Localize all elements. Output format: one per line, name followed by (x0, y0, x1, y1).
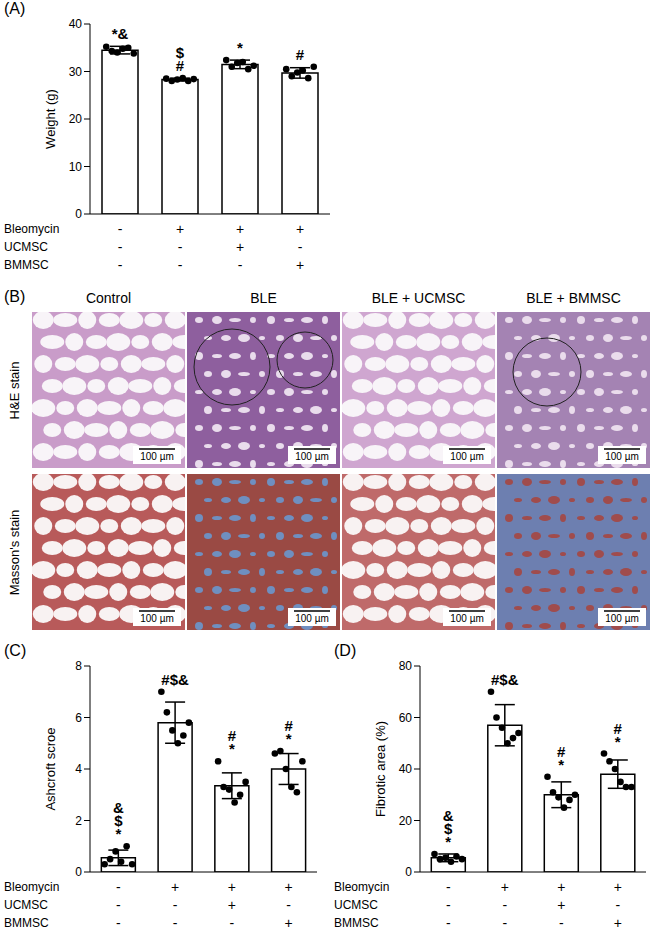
svg-text:0: 0 (75, 865, 82, 879)
html-text:(D): (D) (334, 642, 357, 659)
svg-text:-: - (446, 879, 451, 895)
svg-text:100 µm: 100 µm (140, 613, 174, 624)
svg-text:+: + (614, 879, 622, 895)
svg-text:40: 40 (399, 762, 413, 776)
svg-text:-: - (502, 915, 507, 931)
svg-text:10: 10 (69, 160, 83, 174)
svg-text:80: 80 (399, 659, 413, 673)
svg-text:-: - (286, 897, 291, 913)
svg-text:-: - (118, 239, 123, 255)
svg-text:*&: *& (112, 25, 129, 42)
svg-text:*: * (237, 39, 243, 56)
svg-text:-: - (559, 915, 564, 931)
svg-text:4: 4 (75, 762, 82, 776)
svg-text:-: - (116, 897, 121, 913)
svg-text:+: + (236, 239, 244, 255)
svg-text:UCMSC: UCMSC (4, 898, 48, 912)
svg-text:+: + (228, 897, 236, 913)
svg-text:-: - (118, 221, 123, 237)
svg-text:+: + (614, 915, 622, 931)
svg-text:BMMSC: BMMSC (334, 916, 379, 930)
svg-text:Bleomycin: Bleomycin (4, 222, 59, 236)
html-text:Control: Control (85, 290, 132, 306)
svg-text:+: + (296, 221, 304, 237)
svg-text:-: - (615, 897, 620, 913)
svg-text:Weight (g): Weight (g) (43, 89, 58, 149)
svg-text:+: + (176, 221, 184, 237)
html-text:BLE: BLE (250, 290, 277, 306)
svg-text:+: + (236, 221, 244, 237)
svg-text:30: 30 (69, 65, 83, 79)
svg-text:40: 40 (69, 17, 83, 31)
svg-text:BMMSC: BMMSC (4, 258, 49, 272)
svg-text:-: - (116, 915, 121, 931)
svg-text:+: + (171, 879, 179, 895)
svg-text:-: - (446, 915, 451, 931)
svg-text:+: + (285, 879, 293, 895)
svg-text:-: - (178, 257, 183, 273)
svg-text:UCMSC: UCMSC (4, 240, 48, 254)
svg-text:2: 2 (75, 814, 82, 828)
svg-text:-: - (446, 897, 451, 913)
html-text:(A): (A) (4, 0, 26, 17)
svg-text:100 µm: 100 µm (450, 451, 484, 462)
svg-text:100 µm: 100 µm (140, 451, 174, 462)
svg-text:#: # (176, 57, 185, 74)
svg-text:+: + (557, 879, 565, 895)
svg-text:100 µm: 100 µm (605, 451, 639, 462)
svg-text:-: - (238, 257, 243, 273)
svg-text:20: 20 (69, 112, 83, 126)
html-text:BLE + BMMSC: BLE + BMMSC (526, 290, 621, 306)
html-text:(B): (B) (4, 288, 26, 305)
svg-text:Fibrotic area (%): Fibrotic area (%) (373, 721, 388, 817)
svg-text:100 µm: 100 µm (450, 613, 484, 624)
svg-text:Bleomycin: Bleomycin (4, 880, 59, 894)
svg-text:-: - (178, 239, 183, 255)
svg-text:*: * (229, 740, 235, 757)
svg-text:-: - (230, 915, 235, 931)
svg-text:+: + (501, 879, 509, 895)
svg-text:Bleomycin: Bleomycin (334, 880, 389, 894)
svg-text:-: - (118, 257, 123, 273)
svg-text:-: - (502, 897, 507, 913)
html-text:BLE + UCMSC: BLE + UCMSC (371, 290, 466, 306)
svg-text:-: - (116, 879, 121, 895)
svg-text:6: 6 (75, 711, 82, 725)
svg-text:+: + (296, 257, 304, 273)
svg-text:100 µm: 100 µm (295, 613, 329, 624)
svg-text:Ashcroft scroe: Ashcroft scroe (43, 727, 58, 810)
html-text:Masson's stain: Masson's stain (7, 509, 23, 595)
svg-text:0: 0 (405, 865, 412, 879)
svg-text:*: * (558, 756, 564, 773)
svg-text:100 µm: 100 µm (295, 451, 329, 462)
svg-text:0: 0 (75, 207, 82, 221)
svg-text:-: - (298, 239, 303, 255)
svg-text:#: # (296, 46, 305, 63)
svg-text:60: 60 (399, 711, 413, 725)
svg-text:UCMSC: UCMSC (334, 898, 378, 912)
svg-text:*: * (286, 730, 292, 747)
svg-text:+: + (557, 897, 565, 913)
svg-text:20: 20 (399, 814, 413, 828)
svg-text:100 µm: 100 µm (605, 613, 639, 624)
svg-text:8: 8 (75, 659, 82, 673)
svg-text:#$&: #$& (491, 671, 519, 688)
svg-text:-: - (173, 897, 178, 913)
svg-text:#$&: #$& (161, 671, 189, 688)
html-text:H&E stain: H&E stain (7, 361, 23, 419)
svg-text:BMMSC: BMMSC (4, 916, 49, 930)
svg-text:-: - (173, 915, 178, 931)
html-text:(C): (C) (4, 642, 27, 659)
svg-text:+: + (285, 915, 293, 931)
svg-text:+: + (228, 879, 236, 895)
svg-text:*: * (115, 825, 121, 842)
svg-text:*: * (615, 733, 621, 750)
svg-text:*: * (445, 833, 451, 850)
